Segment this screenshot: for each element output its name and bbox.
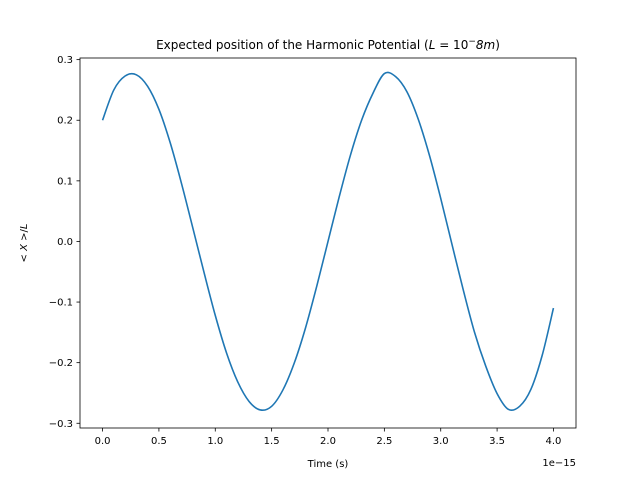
x-tick-label: 0.0 [95,436,111,447]
chart-title: Expected position of the Harmonic Potent… [156,37,500,52]
x-tick-label: 2.5 [376,436,392,447]
y-tick-label: −0.1 [49,298,73,309]
x-tick-label: 3.0 [433,436,449,447]
x-tick-label: 0.5 [151,436,167,447]
x-tick-label: 1.0 [207,436,223,447]
x-tick-label: 3.5 [489,436,505,447]
x-tick-label: 4.0 [546,436,562,447]
series-line-expected-position [101,71,555,412]
y-tick-label: −0.3 [49,419,73,430]
x-tick-label: 2.0 [320,436,336,447]
y-tick-label: 0.1 [57,176,73,187]
y-axis-label: < X >/L [19,224,30,263]
y-axis: 0.3 0.2 0.1 0.0 −0.1 −0.2 −0.3 [49,55,80,430]
y-tick-label: 0.0 [57,237,73,248]
y-tick-label: 0.3 [57,55,73,66]
x-offset-text: 1e−15 [542,458,576,469]
x-axis-label: Time (s) [307,459,349,470]
y-tick-label: −0.2 [49,358,73,369]
y-tick-label: 0.2 [57,116,73,127]
x-tick-label: 1.5 [264,436,280,447]
x-axis: 0.0 0.5 1.0 1.5 2.0 2.5 3.0 3.5 4.0 [95,428,562,447]
